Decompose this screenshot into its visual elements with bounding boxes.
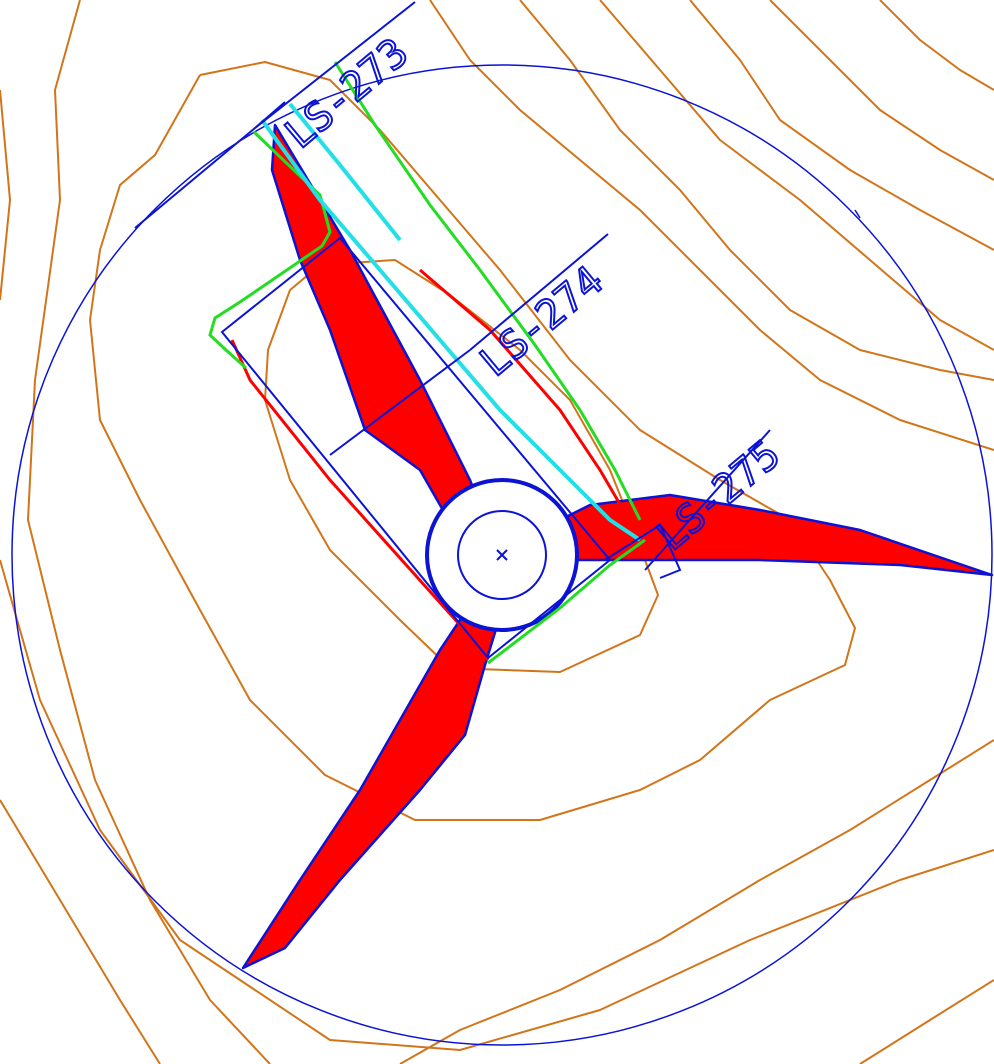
lot-outlines [134,1,861,660]
contour-line [599,0,994,351]
blade-upper [270,123,487,542]
leader-ls-274 [469,233,609,351]
contour-line [0,89,11,301]
contour-line [0,559,994,1051]
lot-ls-273-edge [254,101,286,129]
lot-ls-274-divider [329,349,471,456]
contour-line [689,0,994,251]
contour-line [89,61,856,821]
sweep-tangent-upper [854,209,861,219]
lot-ls-274-outline [220,236,612,660]
turbine-blades [241,123,994,970]
contour-line [27,0,271,1064]
blade-right [538,493,994,577]
red-boundary-right [419,268,637,531]
contour-line [859,979,994,1064]
cyan-boundary-2 [288,102,402,242]
hub-center-mark [496,549,508,561]
contour-line [519,0,994,381]
contour-line [879,0,994,91]
contour-line [429,0,994,451]
contour-line [769,0,994,181]
green-boundary [208,130,332,370]
leader-ls-275 [644,429,771,571]
rotor-sweep-circle [11,64,993,1046]
label-ls-274: LS-274 [472,258,612,386]
green-boundary-top [333,61,642,521]
lot-ls-275-outline [604,523,682,579]
blade-lower [241,593,507,970]
green-boundary-lower [487,538,646,665]
contour-line [399,739,994,1064]
contour-line [0,799,161,1064]
cyan-boundary [260,118,642,542]
